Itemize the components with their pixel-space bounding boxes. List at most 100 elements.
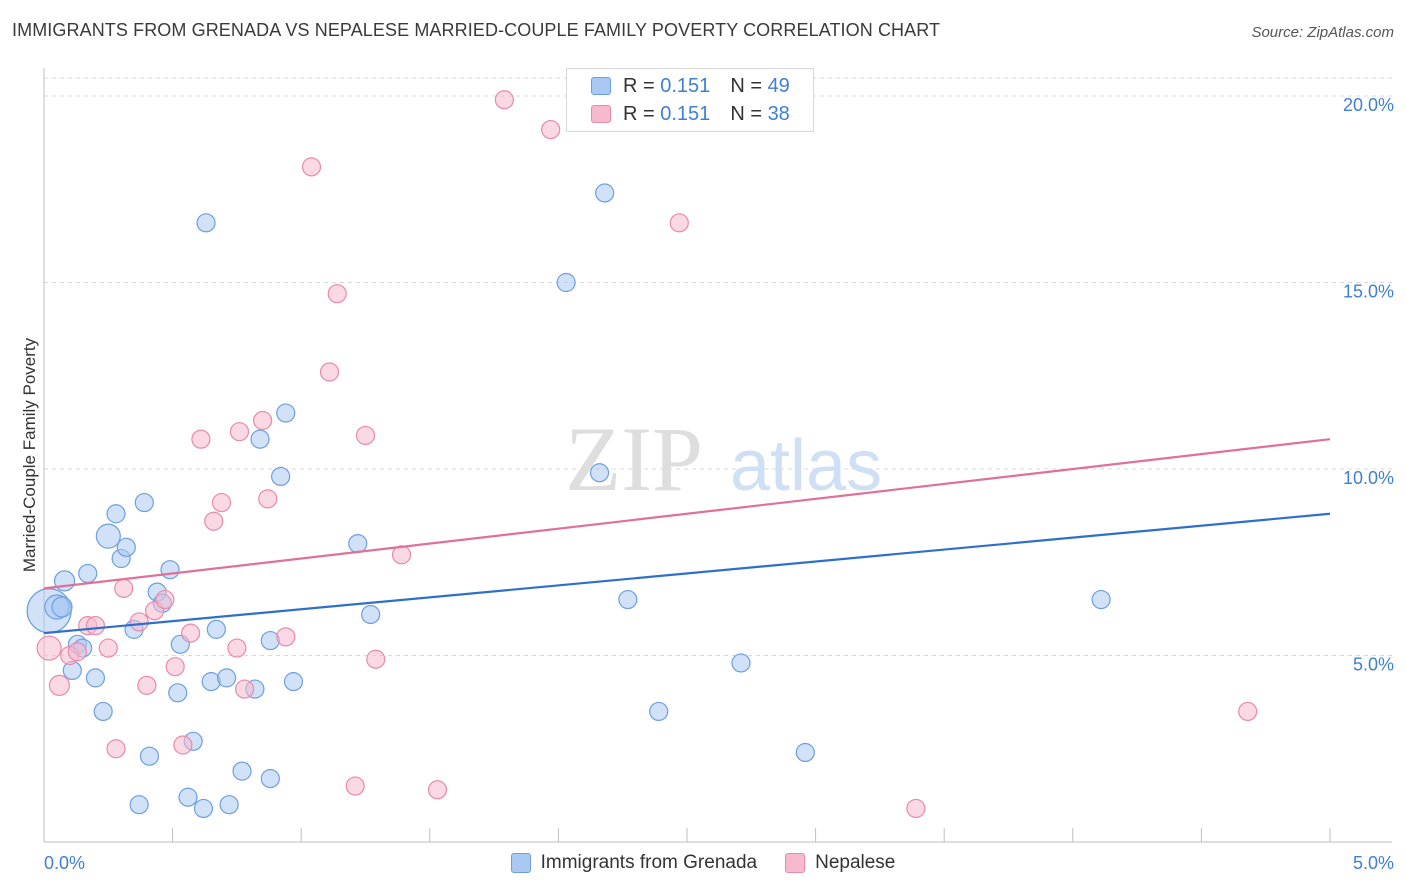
grenada-point (93, 701, 113, 722)
nepalese-point (327, 284, 347, 304)
nepalese-point (129, 612, 149, 632)
grenada-point (283, 672, 304, 692)
x-tick-label: 0.0% (44, 853, 85, 873)
stats-swatch-grenada (591, 77, 611, 95)
grenada-point (129, 795, 149, 815)
grenada-point (649, 701, 669, 722)
grenada-point (1091, 589, 1111, 610)
n-value: 49 (767, 74, 790, 97)
nepalese-point (906, 798, 926, 819)
trend-lines (43, 438, 1331, 635)
n-label: N = (730, 74, 762, 97)
stats-legend-box: R = 0.151 N = 49 R = 0.151 N = 38 (566, 68, 814, 132)
r-value: 0.151 (660, 102, 711, 125)
grenada-point (795, 742, 815, 763)
chart-title: IMMIGRANTS FROM GRENADA VS NEPALESE MARR… (12, 20, 941, 40)
nepalese-point (36, 635, 62, 661)
nepalese-point (301, 157, 322, 177)
grenada-point (78, 563, 98, 584)
nepalese-point (1238, 701, 1258, 722)
grenada-point (178, 787, 198, 807)
grenada-point (348, 533, 368, 554)
y-tick-label: 10.0% (1343, 468, 1394, 488)
gridlines (44, 77, 1392, 656)
nepalese-point (173, 735, 193, 755)
nepalese-point (48, 674, 71, 696)
nepalese-point (541, 119, 561, 140)
y-tick-label: 15.0% (1343, 282, 1394, 302)
grenada-point (160, 560, 180, 580)
grenada-point (85, 668, 106, 688)
watermark: ZIP atlas (565, 408, 882, 510)
grenada-point (271, 466, 291, 487)
nepalese-point (204, 511, 224, 531)
legend-item-grenada[interactable]: Immigrants from Grenada (510, 852, 758, 874)
nepalese-trend-line (43, 438, 1331, 590)
tick-labels: 5.0% 10.0% 15.0% 20.0% 0.0% 5.0% (44, 95, 1394, 873)
nepalese-point (181, 623, 201, 643)
nepalese-point (494, 90, 514, 110)
legend-item-nepalese[interactable]: Nepalese (785, 852, 895, 874)
grenada-point (193, 798, 214, 819)
legend: Immigrants from Grenada Nepalese (0, 852, 1406, 874)
nepalese-point (366, 649, 386, 669)
nepalese-point (427, 780, 448, 800)
stats-swatch-nepalese (591, 105, 611, 123)
nepalese-point (669, 213, 689, 233)
nepalese-point (165, 657, 185, 677)
grenada-point (206, 619, 226, 639)
grenada-point (618, 589, 638, 610)
watermark-atlas: atlas (730, 426, 882, 506)
nepalese-point (114, 578, 134, 598)
grenada-point (260, 768, 280, 789)
stats-row-grenada: R = 0.151 N = 49 (567, 72, 790, 100)
nepalese-point (85, 616, 106, 636)
data-points (26, 90, 1258, 819)
grenada-point (168, 683, 188, 703)
grenada-point (731, 653, 751, 673)
nepalese-point (137, 675, 157, 695)
r-label: R = (623, 74, 655, 97)
grenada-point (556, 272, 576, 293)
legend-label-grenada: Immigrants from Grenada (540, 852, 758, 873)
grenada-point (51, 596, 73, 618)
grenada-point (139, 746, 160, 766)
grenada-point (250, 429, 270, 449)
n-value: 38 (767, 102, 790, 125)
y-tick-label: 5.0% (1353, 655, 1394, 675)
grenada-point (589, 463, 610, 483)
nepalese-point (211, 492, 232, 513)
nepalese-point (106, 739, 126, 759)
legend-label-nepalese: Nepalese (815, 852, 896, 873)
nepalese-point (345, 776, 365, 796)
r-value: 0.151 (660, 74, 711, 97)
watermark-zip: ZIP (565, 408, 703, 510)
grenada-trend-line (43, 512, 1331, 635)
legend-swatch-nepalese (785, 853, 806, 873)
axes (43, 68, 1392, 843)
nepalese-point (191, 429, 211, 449)
grenada-point (217, 668, 237, 688)
grenada-point (595, 183, 615, 203)
grenada-point (232, 761, 252, 781)
grenada-point (53, 570, 76, 592)
grenada-point (106, 504, 126, 524)
nepalese-point (98, 638, 118, 658)
n-label: N = (730, 102, 762, 125)
nepalese-point (276, 627, 296, 647)
r-label: R = (623, 102, 655, 125)
nepalese-point (258, 489, 278, 509)
nepalese-point (227, 638, 247, 658)
nepalese-point (235, 679, 255, 699)
x-tick-label: 5.0% (1353, 853, 1394, 873)
nepalese-point (155, 589, 175, 610)
nepalese-point (253, 410, 273, 431)
legend-swatch-grenada (510, 853, 531, 873)
grenada-point (219, 795, 239, 815)
stats-row-nepalese: R = 0.151 N = 38 (567, 100, 790, 128)
grenada-point (134, 492, 154, 513)
grenada-point (196, 213, 216, 233)
grenada-point (276, 403, 296, 423)
source-label: Source: ZipAtlas.com (1251, 24, 1394, 41)
